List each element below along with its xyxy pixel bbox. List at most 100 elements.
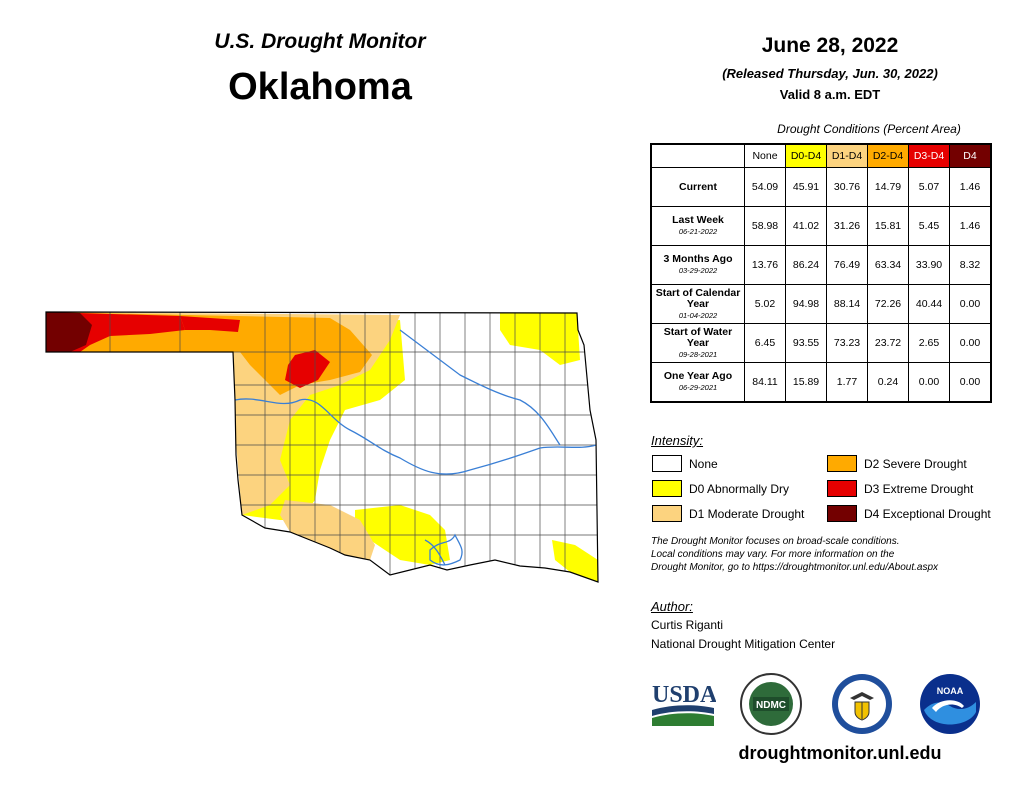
disclaimer-text: The Drought Monitor focuses on broad-sca…	[651, 535, 1011, 574]
row-label-text: Current	[679, 180, 717, 193]
table-cell: 94.98	[785, 284, 827, 324]
legend-swatch-none	[652, 455, 682, 472]
table-cell: 54.09	[744, 167, 786, 207]
state-title: Oklahoma	[228, 66, 412, 108]
table-cell: 1.46	[949, 167, 992, 207]
legend-label: D4 Exceptional Drought	[864, 506, 991, 521]
table-cell: 0.00	[949, 362, 992, 403]
oklahoma-drought-map	[45, 311, 599, 583]
table-row: Start of Water Year 09-28-2021 6.45 93.55…	[650, 323, 992, 363]
row-label-text: One Year Ago	[663, 370, 733, 382]
legend-item-d0: D0 Abnormally Dry	[652, 480, 789, 497]
table-cell: 76.49	[826, 245, 868, 285]
col-header-d0-d4: D0-D4	[785, 143, 827, 168]
usda-logo-icon: USDA	[652, 682, 716, 726]
state-outline	[45, 311, 599, 583]
legend-item-d2: D2 Severe Drought	[827, 455, 967, 472]
table-cell: 40.44	[908, 284, 950, 324]
table-cell: 2.65	[908, 323, 950, 363]
table-row: Current 54.09 45.91 30.76 14.79 5.07 1.4…	[650, 167, 992, 207]
table-cell: 93.55	[785, 323, 827, 363]
legend-item-none: None	[652, 455, 718, 472]
table-cell: 84.11	[744, 362, 786, 403]
noaa-logo-text: NOAA	[937, 686, 964, 696]
table-header-row: None D0-D4 D1-D4 D2-D4 D3-D4 D4	[651, 143, 992, 168]
commerce-seal-icon	[832, 674, 892, 734]
d3-region-northwest	[285, 350, 330, 388]
col-header-none: None	[744, 143, 786, 168]
d4-region	[46, 312, 92, 352]
row-label-text: Start of Water Year	[663, 325, 733, 349]
rivers	[234, 329, 597, 566]
table-cell: 30.76	[826, 167, 868, 207]
author-title: Author:	[651, 599, 693, 614]
table-cell: 0.24	[867, 362, 909, 403]
author-name: Curtis Riganti	[651, 618, 724, 632]
legend-label: D1 Moderate Drought	[689, 506, 805, 521]
table-cell: 6.45	[744, 323, 786, 363]
col-header-d2-d4: D2-D4	[867, 143, 909, 168]
col-header-d4: D4	[949, 143, 992, 168]
legend-swatch-d4	[827, 505, 857, 522]
author-organization: National Drought Mitigation Center	[651, 637, 836, 651]
col-header-d3-d4: D3-D4	[908, 143, 950, 168]
table-cell: 86.24	[785, 245, 827, 285]
table-cell: 45.91	[785, 167, 827, 207]
table-row: Last Week 06-21-2022 58.98 41.02 31.26 15…	[650, 206, 992, 246]
website-link[interactable]: droughtmonitor.unl.edu	[738, 743, 942, 763]
disclaimer-line: Local conditions may vary. For more info…	[651, 549, 895, 560]
row-label-date: 06-21-2022	[678, 227, 718, 236]
table-cell: 1.46	[949, 206, 992, 246]
table-cell: 41.02	[785, 206, 827, 246]
table-cell: 15.81	[867, 206, 909, 246]
map-date: June 28, 2022	[761, 34, 899, 57]
table-cell: 33.90	[908, 245, 950, 285]
row-label-text: Start of Calendar Year	[655, 286, 741, 310]
table-cell: 1.77	[826, 362, 868, 403]
legend-swatch-d3	[827, 480, 857, 497]
d0-region-southeast	[552, 540, 598, 582]
table-cell: 0.00	[908, 362, 950, 403]
legend-title: Intensity:	[651, 433, 704, 448]
row-label: One Year Ago 06-29-2021	[650, 362, 745, 403]
d3-region-panhandle-east	[180, 316, 240, 332]
table-cell: 5.02	[744, 284, 786, 324]
legend-item-d1: D1 Moderate Drought	[652, 505, 804, 522]
drought-conditions-table: None D0-D4 D1-D4 D2-D4 D3-D4 D4 Current …	[650, 143, 992, 403]
legend-item-d3: D3 Extreme Drought	[827, 480, 973, 497]
table-cell: 5.07	[908, 167, 950, 207]
table-cell: 14.79	[867, 167, 909, 207]
row-label-date: 03-29-2022	[678, 266, 718, 275]
table-caption: Drought Conditions (Percent Area)	[777, 122, 961, 136]
table-row: One Year Ago 06-29-2021 84.11 15.89 1.77 …	[650, 362, 992, 403]
table-cell: 73.23	[826, 323, 868, 363]
legend-label: None	[689, 456, 718, 471]
row-label-date: 01-04-2022	[678, 310, 718, 320]
table-cell: 63.34	[867, 245, 909, 285]
lake-texoma	[429, 533, 463, 566]
table-cell: 0.00	[949, 284, 992, 324]
row-label-date: 06-29-2021	[678, 383, 718, 392]
table-cell: 13.76	[744, 245, 786, 285]
legend-swatch-d0	[652, 480, 682, 497]
ndmc-logo-icon: NDMC	[740, 673, 802, 735]
row-label: Last Week 06-21-2022	[650, 206, 745, 246]
col-header-d1-d4: D1-D4	[826, 143, 868, 168]
disclaimer-line: Drought Monitor, go to https://droughtmo…	[651, 562, 939, 573]
table-row: 3 Months Ago 03-29-2022 13.76 86.24 76.49…	[650, 245, 992, 285]
legend-label: D3 Extreme Drought	[864, 481, 974, 496]
row-label: 3 Months Ago 03-29-2022	[650, 245, 745, 285]
legend-swatch-d1	[652, 505, 682, 522]
table-cell: 5.45	[908, 206, 950, 246]
monitor-title: U.S. Drought Monitor	[214, 30, 426, 53]
release-date: (Released Thursday, Jun. 30, 2022)	[722, 66, 938, 81]
ndmc-logo-text: NDMC	[756, 700, 786, 711]
legend-item-d4: D4 Exceptional Drought	[827, 505, 991, 522]
row-label-date: 09-28-2021	[678, 349, 718, 359]
usda-logo-text: USDA	[652, 682, 716, 708]
table-cell: 8.32	[949, 245, 992, 285]
legend-swatch-d2	[827, 455, 857, 472]
table-cell: 15.89	[785, 362, 827, 403]
table-row: Start of Calendar Year 01-04-2022 5.02 94…	[650, 284, 992, 324]
row-label: Start of Calendar Year 01-04-2022	[650, 284, 745, 324]
